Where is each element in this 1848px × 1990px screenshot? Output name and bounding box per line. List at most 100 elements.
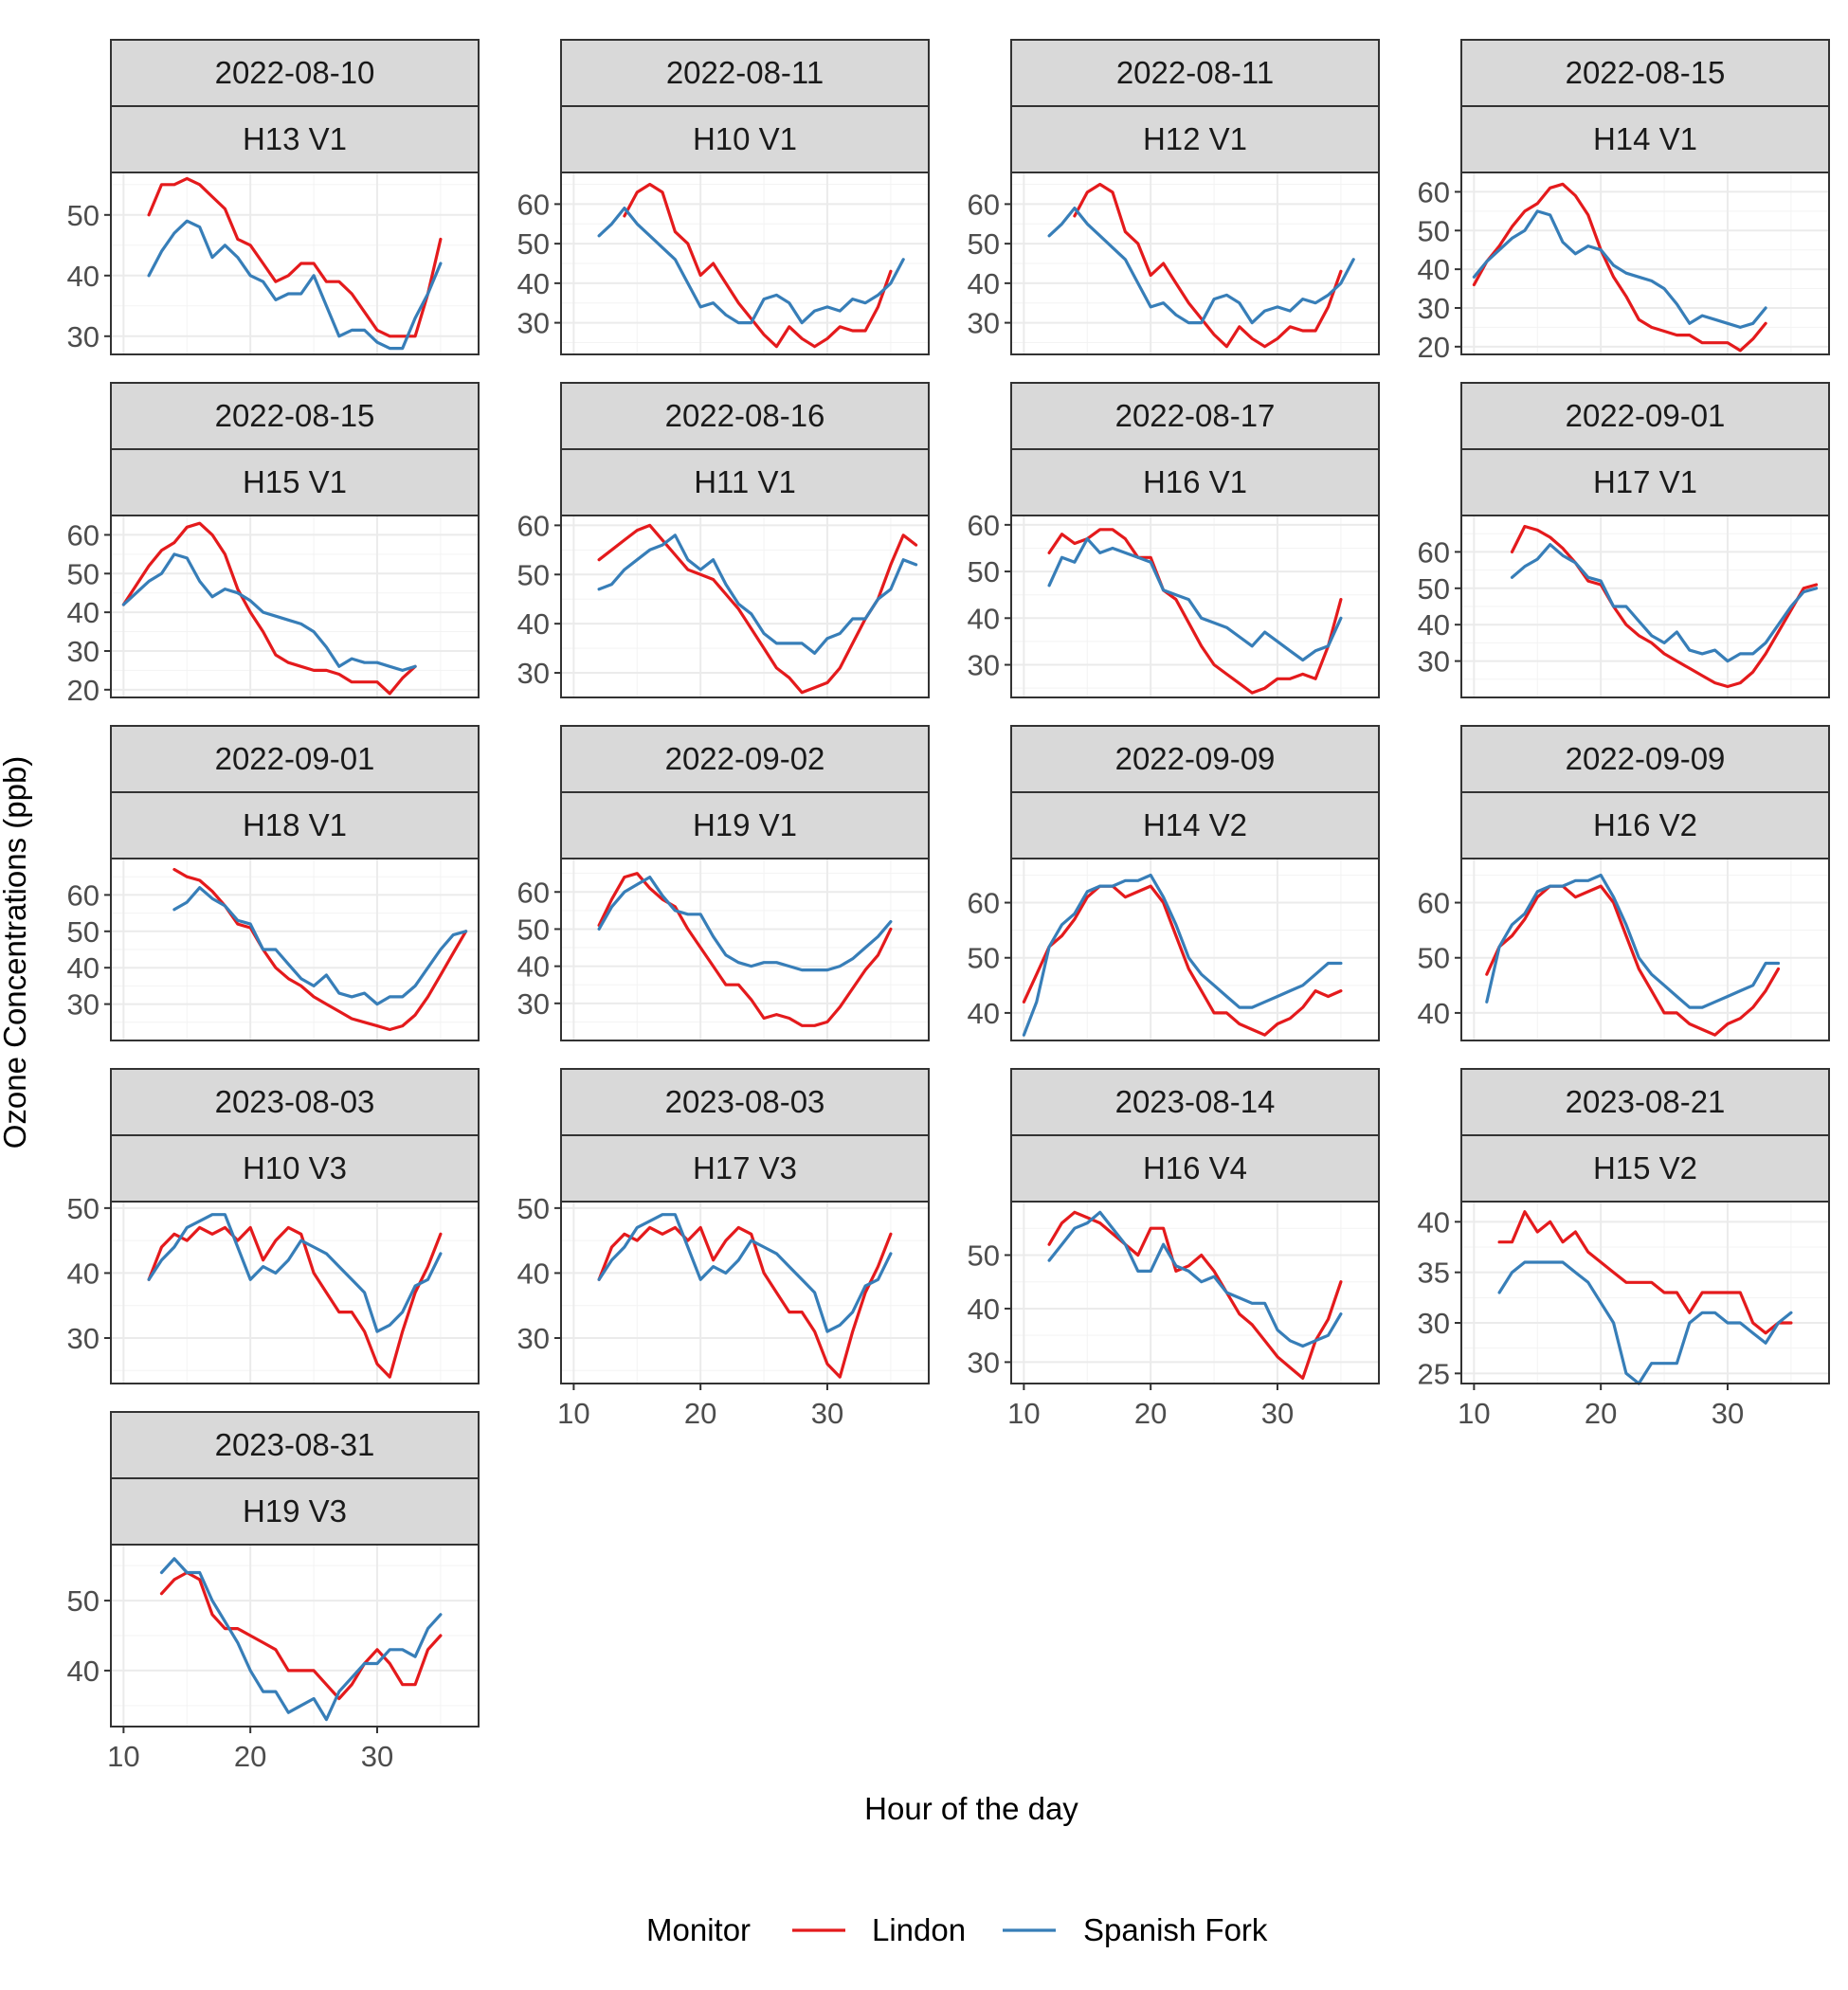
facet-strip-house-label: H18 V1 [243,807,347,842]
y-tick-label: 60 [517,876,550,909]
y-tick-label: 30 [968,307,1000,340]
x-tick-label: 10 [1458,1397,1490,1430]
facet-strip-date-label: 2022-08-16 [665,398,825,433]
panel-background [111,172,479,354]
x-tick-label: 30 [1712,1397,1744,1430]
y-tick-label: 30 [67,1322,100,1355]
x-tick-label: 10 [1007,1397,1040,1430]
panel-background [1011,1202,1379,1384]
facet-panel: 2023-08-21H15 V22530354010 20 30 [1418,1069,1829,1430]
y-tick-label: 60 [1418,535,1450,569]
y-tick-label: 30 [1418,645,1450,678]
y-tick-label: 30 [67,320,100,353]
facet-strip-house-label: H17 V3 [693,1150,797,1185]
facet-strip-house-label: H16 V2 [1593,807,1697,842]
facet-strip-date-label: 2022-09-02 [665,741,825,776]
facet-panel: 2022-08-10 H13 V1 30 40 50 [67,40,479,354]
x-tick-label: 10 [557,1397,589,1430]
y-tick-label: 40 [1418,608,1450,642]
legend-title: Monitor [646,1912,751,1947]
y-tick-label: 40 [67,1257,100,1290]
y-tick-label: 30 [1418,1307,1450,1340]
facet-strip-house-label: H15 V2 [1593,1150,1697,1185]
y-tick-label: 30 [67,988,100,1022]
x-tick-label: 20 [234,1740,266,1773]
facet-panel: 2023-08-03 H10 V3 30 40 50 [67,1069,479,1384]
y-tick-label: 40 [1418,1205,1450,1239]
y-tick-label: 50 [67,557,100,590]
facet-strip-house-label: H10 V1 [693,121,797,156]
y-tick-label: 60 [517,188,550,221]
y-tick-label: 40 [1418,253,1450,286]
facet-panel: 2023-08-31H19 V3405010 20 30 [67,1412,479,1773]
x-tick-label: 20 [684,1397,716,1430]
y-tick-label: 40 [517,950,550,984]
facet-strip-house-label: H15 V1 [243,464,347,499]
facet-strip-house-label: H16 V4 [1143,1150,1247,1185]
y-tick-label: 30 [968,1346,1000,1379]
y-tick-label: 40 [968,1293,1000,1326]
facet-strip-house-label: H19 V1 [693,807,797,842]
panel-background [561,1202,929,1384]
facet-strip-house-label: H12 V1 [1143,121,1247,156]
facet-panel: 2022-08-11 H10 V1 30 40 50 60 [517,40,929,354]
facet-strip-house-label: H19 V3 [243,1493,347,1529]
y-tick-label: 30 [517,657,550,690]
facet-strip-house-label: H17 V1 [1593,464,1697,499]
facet-strip-date-label: 2022-08-15 [215,398,375,433]
facet-strip-house-label: H13 V1 [243,121,347,156]
x-tick-label: 30 [361,1740,393,1773]
legend-label-spanish-fork: Spanish Fork [1083,1912,1268,1947]
facet-strip-date-label: 2022-08-10 [215,55,375,90]
facet-strip-date-label: 2023-08-31 [215,1427,375,1462]
facet-strip-date-label: 2022-08-15 [1566,55,1726,90]
y-tick-label: 50 [517,227,550,261]
y-tick-label: 50 [968,1239,1000,1272]
y-tick-label: 50 [517,558,550,591]
facet-panel: 2022-08-15H15 V12030405060 [67,383,479,707]
facet-panel: 2022-09-09 H16 V2 40 50 60 [1418,726,1829,1040]
panel-background [111,1202,479,1384]
facet-panel: 2022-09-01H18 V130405060 [67,726,479,1040]
y-tick-label: 60 [1418,175,1450,208]
y-tick-label: 60 [1418,887,1450,920]
y-tick-label: 40 [968,267,1000,300]
y-tick-label: 40 [968,997,1000,1030]
facet-strip-date-label: 2023-08-21 [1566,1084,1726,1119]
facet-strip-house-label: H10 V3 [243,1150,347,1185]
y-tick-label: 30 [1418,292,1450,325]
panels: 2022-08-10H13 V13040502022-08-11H10 V130… [67,40,1829,1773]
facet-strip-date-label: 2022-09-01 [215,741,375,776]
facet-strip-date-label: 2022-09-09 [1115,741,1276,776]
facet-strip-date-label: 2023-08-03 [215,1084,375,1119]
facet-panel: 2023-08-03 H17 V3 30 40 50 10 20 30 [517,1069,929,1430]
y-tick-label: 40 [517,1257,550,1290]
y-tick-label: 60 [968,509,1000,542]
y-axis-title: Ozone Concentrations (ppb) [0,756,32,1149]
y-tick-label: 40 [968,602,1000,635]
facet-panel: 2022-08-11H12 V130405060 [968,40,1379,354]
x-tick-label: 10 [107,1740,139,1773]
y-tick-label: 60 [968,887,1000,920]
legend-label-lindon: Lindon [872,1912,966,1947]
facet-strip-date-label: 2022-08-11 [1116,55,1274,90]
y-tick-label: 40 [67,260,100,293]
facet-strip-house-label: H14 V1 [1593,121,1697,156]
y-tick-label: 30 [517,987,550,1021]
facet-strip-date-label: 2022-09-01 [1566,398,1726,433]
x-tick-label: 20 [1134,1397,1167,1430]
y-tick-label: 60 [67,518,100,552]
y-tick-label: 50 [1418,214,1450,247]
y-tick-label: 50 [67,1584,100,1618]
y-tick-label: 50 [517,913,550,946]
y-tick-label: 40 [517,607,550,641]
facet-strip-date-label: 2022-08-17 [1115,398,1276,433]
facet-strip-date-label: 2023-08-14 [1115,1084,1276,1119]
y-tick-label: 50 [968,555,1000,588]
x-tick-label: 20 [1585,1397,1617,1430]
facet-panel: 2022-08-17H16 V130405060 [968,383,1379,697]
y-tick-label: 30 [517,1322,550,1355]
y-tick-label: 50 [67,1192,100,1225]
